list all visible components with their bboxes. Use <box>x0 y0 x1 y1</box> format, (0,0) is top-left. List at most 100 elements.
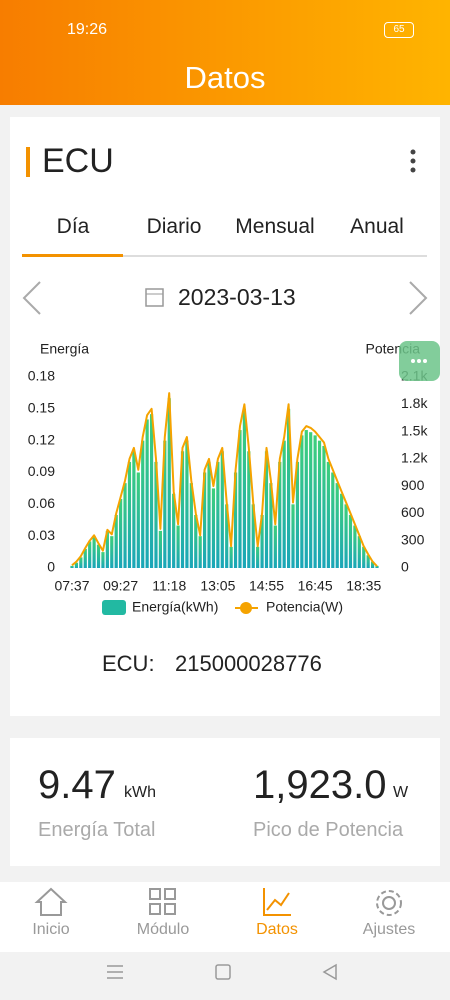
bar <box>375 565 379 568</box>
more-menu[interactable] <box>405 148 421 174</box>
y-tick-label: 0.03 <box>28 527 55 543</box>
bar <box>251 504 255 568</box>
nav-item[interactable]: Módulo <box>136 921 190 938</box>
power-label: Pico de Potencia <box>253 819 404 841</box>
bar <box>286 408 291 568</box>
bar <box>96 544 101 568</box>
bar <box>172 493 176 568</box>
bar <box>242 408 246 568</box>
device-card <box>10 117 440 716</box>
calendar-icon[interactable] <box>145 288 164 307</box>
tab[interactable]: Anual <box>350 215 404 238</box>
bar <box>304 430 308 568</box>
tab[interactable]: Día <box>56 215 90 238</box>
bar <box>233 472 238 568</box>
bottom-nav <box>0 882 450 952</box>
tab[interactable]: Mensual <box>235 215 315 238</box>
bar <box>247 451 251 568</box>
y2-tick-label: 1.2k <box>401 450 428 466</box>
bar <box>198 536 202 568</box>
bar <box>260 514 264 568</box>
bar <box>340 493 344 568</box>
bar <box>322 445 326 568</box>
floating-button[interactable] <box>399 341 440 381</box>
y-tick-label: 0.18 <box>28 368 55 384</box>
x-tick-label: 07:37 <box>54 578 89 594</box>
bar <box>132 451 136 568</box>
bar <box>225 504 229 568</box>
power-unit: W <box>393 784 409 801</box>
bar <box>348 514 353 568</box>
prev-arrow[interactable] <box>22 281 41 315</box>
bar <box>220 451 224 568</box>
date[interactable]: 2023-03-13 <box>178 284 296 310</box>
y2-tick-label: 1.8k <box>401 395 428 411</box>
nav-icons <box>34 887 402 916</box>
legend-label: Energía(kWh) <box>132 599 218 615</box>
page-title: Datos <box>184 60 266 95</box>
y-tick-label: 0.09 <box>28 463 55 479</box>
bar <box>216 461 220 568</box>
bar <box>123 483 127 568</box>
x-tick-label: 16:45 <box>298 578 333 594</box>
y-tick-label: 0 <box>47 559 55 575</box>
y2-tick-label: 300 <box>401 531 425 547</box>
bar <box>238 430 242 568</box>
bar <box>141 440 145 568</box>
bar <box>357 536 361 568</box>
chart: Energía Potencia 00.030.060.090.120.150.… <box>28 341 428 615</box>
next-arrow[interactable] <box>409 281 428 315</box>
bar <box>278 461 282 568</box>
y-tick-label: 0.06 <box>28 495 55 511</box>
bar <box>256 546 260 568</box>
y2-tick-label: 1.5k <box>401 422 428 438</box>
bar <box>295 461 300 568</box>
bar <box>185 440 189 568</box>
y2-tick-label: 600 <box>401 504 425 520</box>
bar <box>167 398 171 568</box>
ecu-id: 215000028776 <box>175 651 322 676</box>
x-tick-label: 18:35 <box>346 578 381 594</box>
nav-item[interactable]: Inicio <box>32 921 70 938</box>
energy-value: 9.47 <box>38 763 116 807</box>
header: 19:26 65 Datos <box>0 0 450 105</box>
tab[interactable]: Diario <box>146 215 202 238</box>
bar <box>189 483 193 568</box>
bar <box>207 461 211 568</box>
bar <box>114 514 118 568</box>
bar <box>229 546 233 568</box>
summary-card <box>10 738 440 866</box>
bar <box>136 472 140 568</box>
y-tick-label: 0.15 <box>28 400 55 416</box>
bar <box>309 432 313 568</box>
bar <box>176 525 180 568</box>
bar <box>145 419 149 568</box>
legend-swatch <box>102 600 126 615</box>
bar <box>119 499 123 568</box>
energy-label: Energía Total <box>38 819 156 841</box>
x-tick-label: 09:27 <box>103 578 138 594</box>
y-axis-label: Energía <box>40 341 89 357</box>
bar <box>127 461 132 568</box>
x-tick-label: 11:18 <box>152 578 186 594</box>
bar <box>344 504 348 568</box>
power-line <box>71 392 378 567</box>
bar <box>269 483 273 568</box>
date-nav <box>22 281 428 315</box>
nav-item[interactable]: Ajustes <box>362 921 416 938</box>
bar <box>83 548 87 568</box>
bar <box>70 565 74 568</box>
x-tick-label: 13:05 <box>200 578 235 594</box>
bar <box>282 440 286 568</box>
y-tick-label: 0.12 <box>28 431 55 447</box>
bar <box>326 461 330 568</box>
nav-item[interactable]: Datos <box>256 921 298 938</box>
legend-label: Potencia(W) <box>266 599 343 615</box>
bar <box>203 472 207 568</box>
tab-rule <box>22 255 427 257</box>
bar <box>158 530 163 568</box>
bar <box>291 504 295 568</box>
bar <box>366 555 370 568</box>
bar <box>163 440 167 568</box>
tab-indicator <box>22 254 123 257</box>
